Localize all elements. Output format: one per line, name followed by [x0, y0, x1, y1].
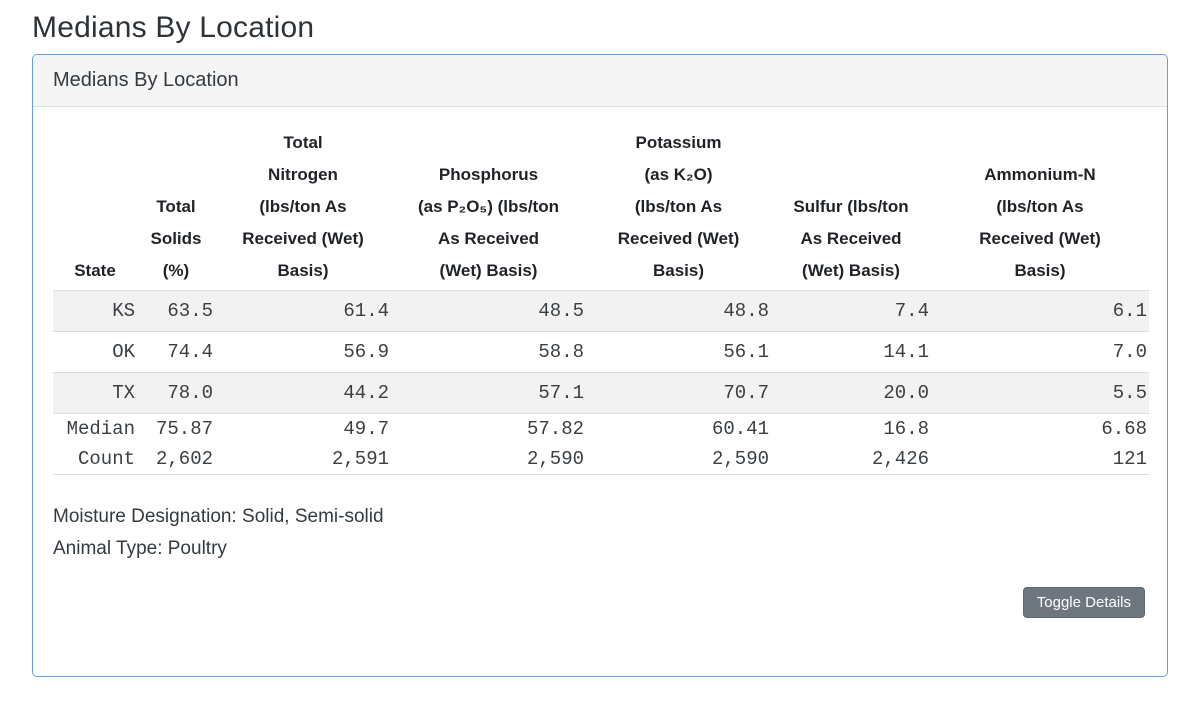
value-cell: 7.0 [1112, 341, 1147, 363]
col-header-total-nitrogen: Total Nitrogen (lbs/ton As Received (Wet… [242, 133, 364, 280]
value-cell: 7.4 [894, 300, 929, 322]
col-header-state: State [74, 261, 116, 280]
col-header-potassium: Potassium (as K₂O) (lbs/ton As Received … [617, 133, 740, 280]
table-header: State Total Solids (%) Total Nitrogen (l… [53, 127, 1149, 291]
value-cell: 2,591 [331, 448, 389, 470]
table-row-tx: TX 78.0 44.2 57.1 70.7 20.0 5.5 [53, 372, 1149, 414]
panel-body: State Total Solids (%) Total Nitrogen (l… [33, 107, 1167, 658]
value-cell: 56.1 [723, 341, 769, 363]
value-cell: 5.5 [1112, 382, 1147, 404]
value-cell: 2,602 [155, 448, 213, 470]
value-cell: 61.4 [343, 300, 389, 322]
table-row-median: Median 75.87 49.7 57.82 60.41 16.8 6.68 [53, 414, 1149, 445]
state-cell: KS [112, 300, 135, 322]
value-cell: 48.5 [538, 300, 584, 322]
table-body: KS 63.5 61.4 48.5 48.8 7.4 6.1 OK 74.4 5… [53, 290, 1149, 414]
table-summary: Median 75.87 49.7 57.82 60.41 16.8 6.68 … [53, 413, 1149, 475]
medians-table: State Total Solids (%) Total Nitrogen (l… [53, 127, 1149, 475]
animal-type-line: Animal Type: Poultry [53, 538, 227, 559]
summary-label-cell: Count [77, 448, 135, 470]
value-cell: 2,590 [711, 448, 769, 470]
value-cell: 58.8 [538, 341, 584, 363]
value-cell: 60.41 [711, 418, 769, 440]
value-cell: 57.1 [538, 382, 584, 404]
col-header-sulfur: Sulfur (lbs/ton As Received (Wet) Basis) [793, 197, 909, 280]
value-cell: 63.5 [167, 300, 213, 322]
state-cell: OK [112, 341, 135, 363]
value-cell: 48.8 [723, 300, 769, 322]
col-header-total-solids: Total Solids (%) [150, 197, 202, 280]
value-cell: 56.9 [343, 341, 389, 363]
col-header-ammonium-n: Ammonium-N (lbs/ton As Received (Wet) Ba… [979, 165, 1101, 280]
state-cell: TX [112, 382, 135, 404]
value-cell: 20.0 [883, 382, 929, 404]
value-cell: 74.4 [167, 341, 213, 363]
table-row-ks: KS 63.5 61.4 48.5 48.8 7.4 6.1 [53, 290, 1149, 332]
value-cell: 78.0 [167, 382, 213, 404]
value-cell: 6.68 [1101, 418, 1147, 440]
value-cell: 49.7 [343, 418, 389, 440]
value-cell: 6.1 [1112, 300, 1147, 322]
moisture-designation-line: Moisture Designation: Solid, Semi-solid [53, 506, 384, 527]
value-cell: 121 [1112, 448, 1147, 470]
button-row: Toggle Details [53, 587, 1147, 618]
summary-label-cell: Median [66, 418, 135, 440]
medians-panel: Medians By Location State Total Solids (… [32, 54, 1168, 677]
table-row-ok: OK 74.4 56.9 58.8 56.1 14.1 7.0 [53, 331, 1149, 373]
value-cell: 70.7 [723, 382, 769, 404]
page-title: Medians By Location [32, 11, 315, 44]
toggle-details-button[interactable]: Toggle Details [1022, 587, 1145, 618]
value-cell: 16.8 [883, 418, 929, 440]
value-cell: 57.82 [526, 418, 584, 440]
value-cell: 2,590 [526, 448, 584, 470]
table-row-count: Count 2,602 2,591 2,590 2,590 2,426 121 [53, 444, 1149, 475]
value-cell: 14.1 [883, 341, 929, 363]
value-cell: 75.87 [155, 418, 213, 440]
filter-summary: Moisture Designation: Solid, Semi-solid … [53, 501, 1147, 565]
col-header-phosphorus: Phosphorus (as P₂O₅) (lbs/ton As Receive… [418, 165, 559, 280]
value-cell: 2,426 [871, 448, 929, 470]
value-cell: 44.2 [343, 382, 389, 404]
panel-header: Medians By Location [33, 55, 1167, 107]
